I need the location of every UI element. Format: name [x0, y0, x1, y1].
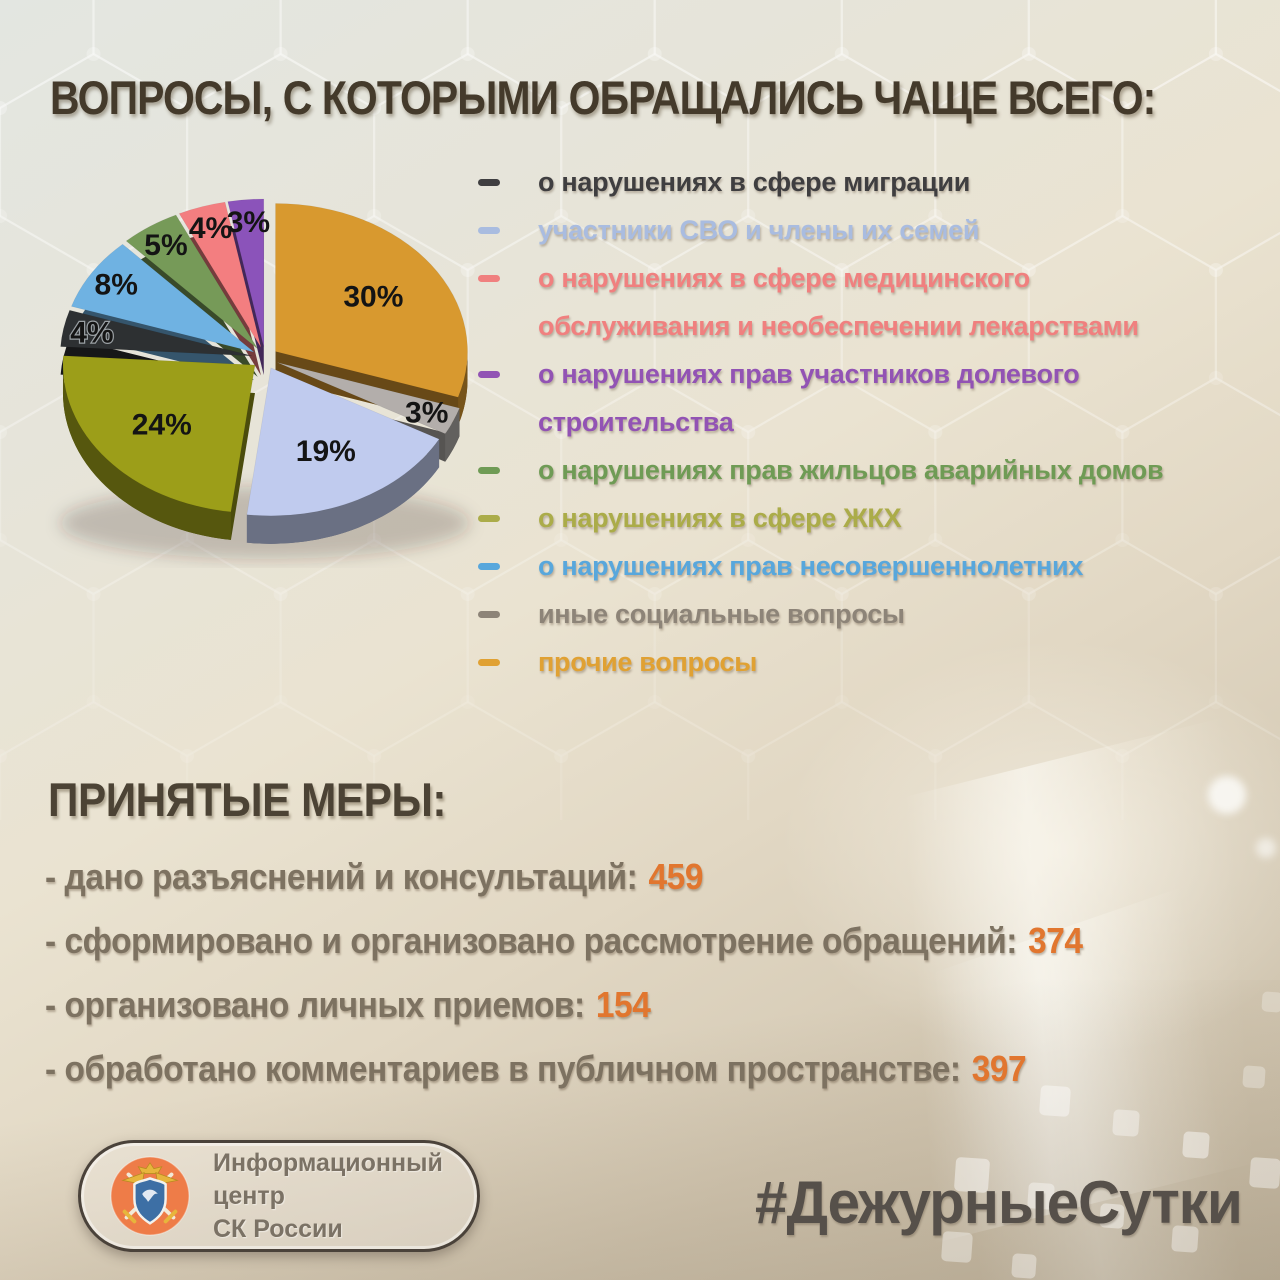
- light-dot: [1256, 838, 1276, 858]
- measure-label: - сформировано и организовано рассмотрен…: [45, 920, 1017, 961]
- legend-item: о нарушениях в сфере медицинского обслуж…: [478, 254, 1218, 350]
- pie-slice: [227, 198, 265, 348]
- pie-slice-label: 30%: [343, 281, 403, 314]
- page-title: ВОПРОСЫ, С КОТОРЫМИ ОБРАЩАЛИСЬ ЧАЩЕ ВСЕГ…: [50, 71, 1156, 124]
- legend-dash-icon: [478, 179, 500, 186]
- measure-value: 397: [971, 1048, 1027, 1089]
- pie-slice: [178, 201, 262, 348]
- pie-slice: [246, 367, 440, 517]
- legend-dash-icon: [478, 467, 500, 474]
- measure-item: - дано разъяснений и консультаций: 459: [45, 845, 1208, 909]
- pie-slice-label: 3%: [227, 206, 270, 239]
- hashtag: #ДежурныеСутки: [755, 1169, 1243, 1236]
- legend-label: о нарушениях прав жильцов аварийных домо…: [538, 455, 1164, 485]
- legend-item: иные социальные вопросы: [478, 590, 1218, 638]
- legend-dash-icon: [478, 227, 500, 234]
- pie-slice: [276, 362, 460, 435]
- pie-slice-label: 4%: [70, 316, 113, 349]
- pie-slice: [62, 355, 256, 513]
- measure-value: 459: [648, 856, 704, 897]
- legend-label: иные социальные вопросы: [538, 599, 905, 629]
- legend-label: о нарушениях в сфере ЖКХ: [538, 503, 902, 533]
- legend-item: о нарушениях в сфере миграции: [478, 158, 1218, 206]
- org-badge: Информационный центр СК России: [78, 1140, 480, 1252]
- legend-dash-icon: [478, 611, 500, 618]
- pie-slice-side: [445, 408, 460, 462]
- pie-slice-label: 4%: [189, 212, 232, 245]
- legend-label: о нарушениях в сфере медицинского обслуж…: [538, 263, 1139, 341]
- legend-dash-icon: [478, 563, 500, 570]
- legend-dash-icon: [478, 371, 500, 378]
- org-name: Информационный центр СК России: [213, 1147, 457, 1246]
- measure-item: - обработано комментариев в публичном пр…: [45, 1037, 1208, 1101]
- legend-label: о нарушениях прав участников долевого ст…: [538, 359, 1080, 437]
- legend-item: о нарушениях прав участников долевого ст…: [478, 350, 1218, 446]
- legend-dash-icon: [478, 659, 500, 666]
- pie-slice-label: 3%: [405, 396, 448, 429]
- chart-legend: о нарушениях в сфере миграции участники С…: [478, 158, 1218, 686]
- pie-slice-side: [458, 351, 468, 426]
- light-glow: [780, 640, 1280, 1060]
- sk-russia-emblem-icon: [110, 1156, 190, 1236]
- legend-item: о нарушениях прав несовершеннолетних: [478, 542, 1218, 590]
- measure-item: - организовано личных приемов: 154: [45, 973, 1208, 1037]
- org-name-line2: СК России: [213, 1214, 343, 1243]
- pie-chart: 30%3%19%24%4%8%5%4%3%: [60, 198, 470, 559]
- measures-heading: ПРИНЯТЫЕ МЕРЫ:: [48, 773, 447, 826]
- pie-slice-label: 19%: [296, 435, 356, 468]
- legend-dash-icon: [478, 275, 500, 282]
- measures-list: - дано разъяснений и консультаций: 459 - с…: [45, 845, 1280, 1101]
- legend-label: о нарушениях прав несовершеннолетних: [538, 551, 1084, 581]
- legend-item: прочие вопросы: [478, 638, 1218, 686]
- legend-label: прочие вопросы: [538, 647, 757, 677]
- pie-slice-label: 24%: [132, 408, 192, 441]
- pie-slice-label: 5%: [144, 229, 187, 262]
- light-dot: [1208, 776, 1246, 814]
- measure-value: 374: [1028, 920, 1083, 961]
- legend-dash-icon: [478, 515, 500, 522]
- measure-label: - организовано личных приемов:: [45, 984, 585, 1025]
- legend-label: о нарушениях в сфере миграции: [538, 167, 971, 197]
- legend-item: о нарушениях в сфере ЖКХ: [478, 494, 1218, 542]
- org-name-line1: Информационный центр: [213, 1148, 443, 1210]
- pie-slice-label: 8%: [95, 269, 138, 302]
- measure-item: - сформировано и организовано рассмотрен…: [45, 909, 1208, 973]
- legend-item: о нарушениях прав жильцов аварийных домо…: [478, 446, 1218, 494]
- pie-slice-side: [246, 439, 440, 544]
- measure-label: - дано разъяснений и консультаций:: [45, 856, 638, 897]
- pie-slice: [60, 309, 253, 357]
- pie-slice-side: [62, 365, 231, 540]
- pie-slice: [125, 214, 258, 350]
- legend-item: участники СВО и члены их семей: [478, 206, 1218, 254]
- bottom-shade: [0, 980, 1280, 1280]
- legend-label: участники СВО и члены их семей: [538, 215, 980, 245]
- measure-label: - обработано комментариев в публичном пр…: [45, 1048, 961, 1089]
- pie-slice: [71, 243, 255, 353]
- measure-value: 154: [595, 984, 651, 1025]
- pie-slice: [275, 203, 468, 398]
